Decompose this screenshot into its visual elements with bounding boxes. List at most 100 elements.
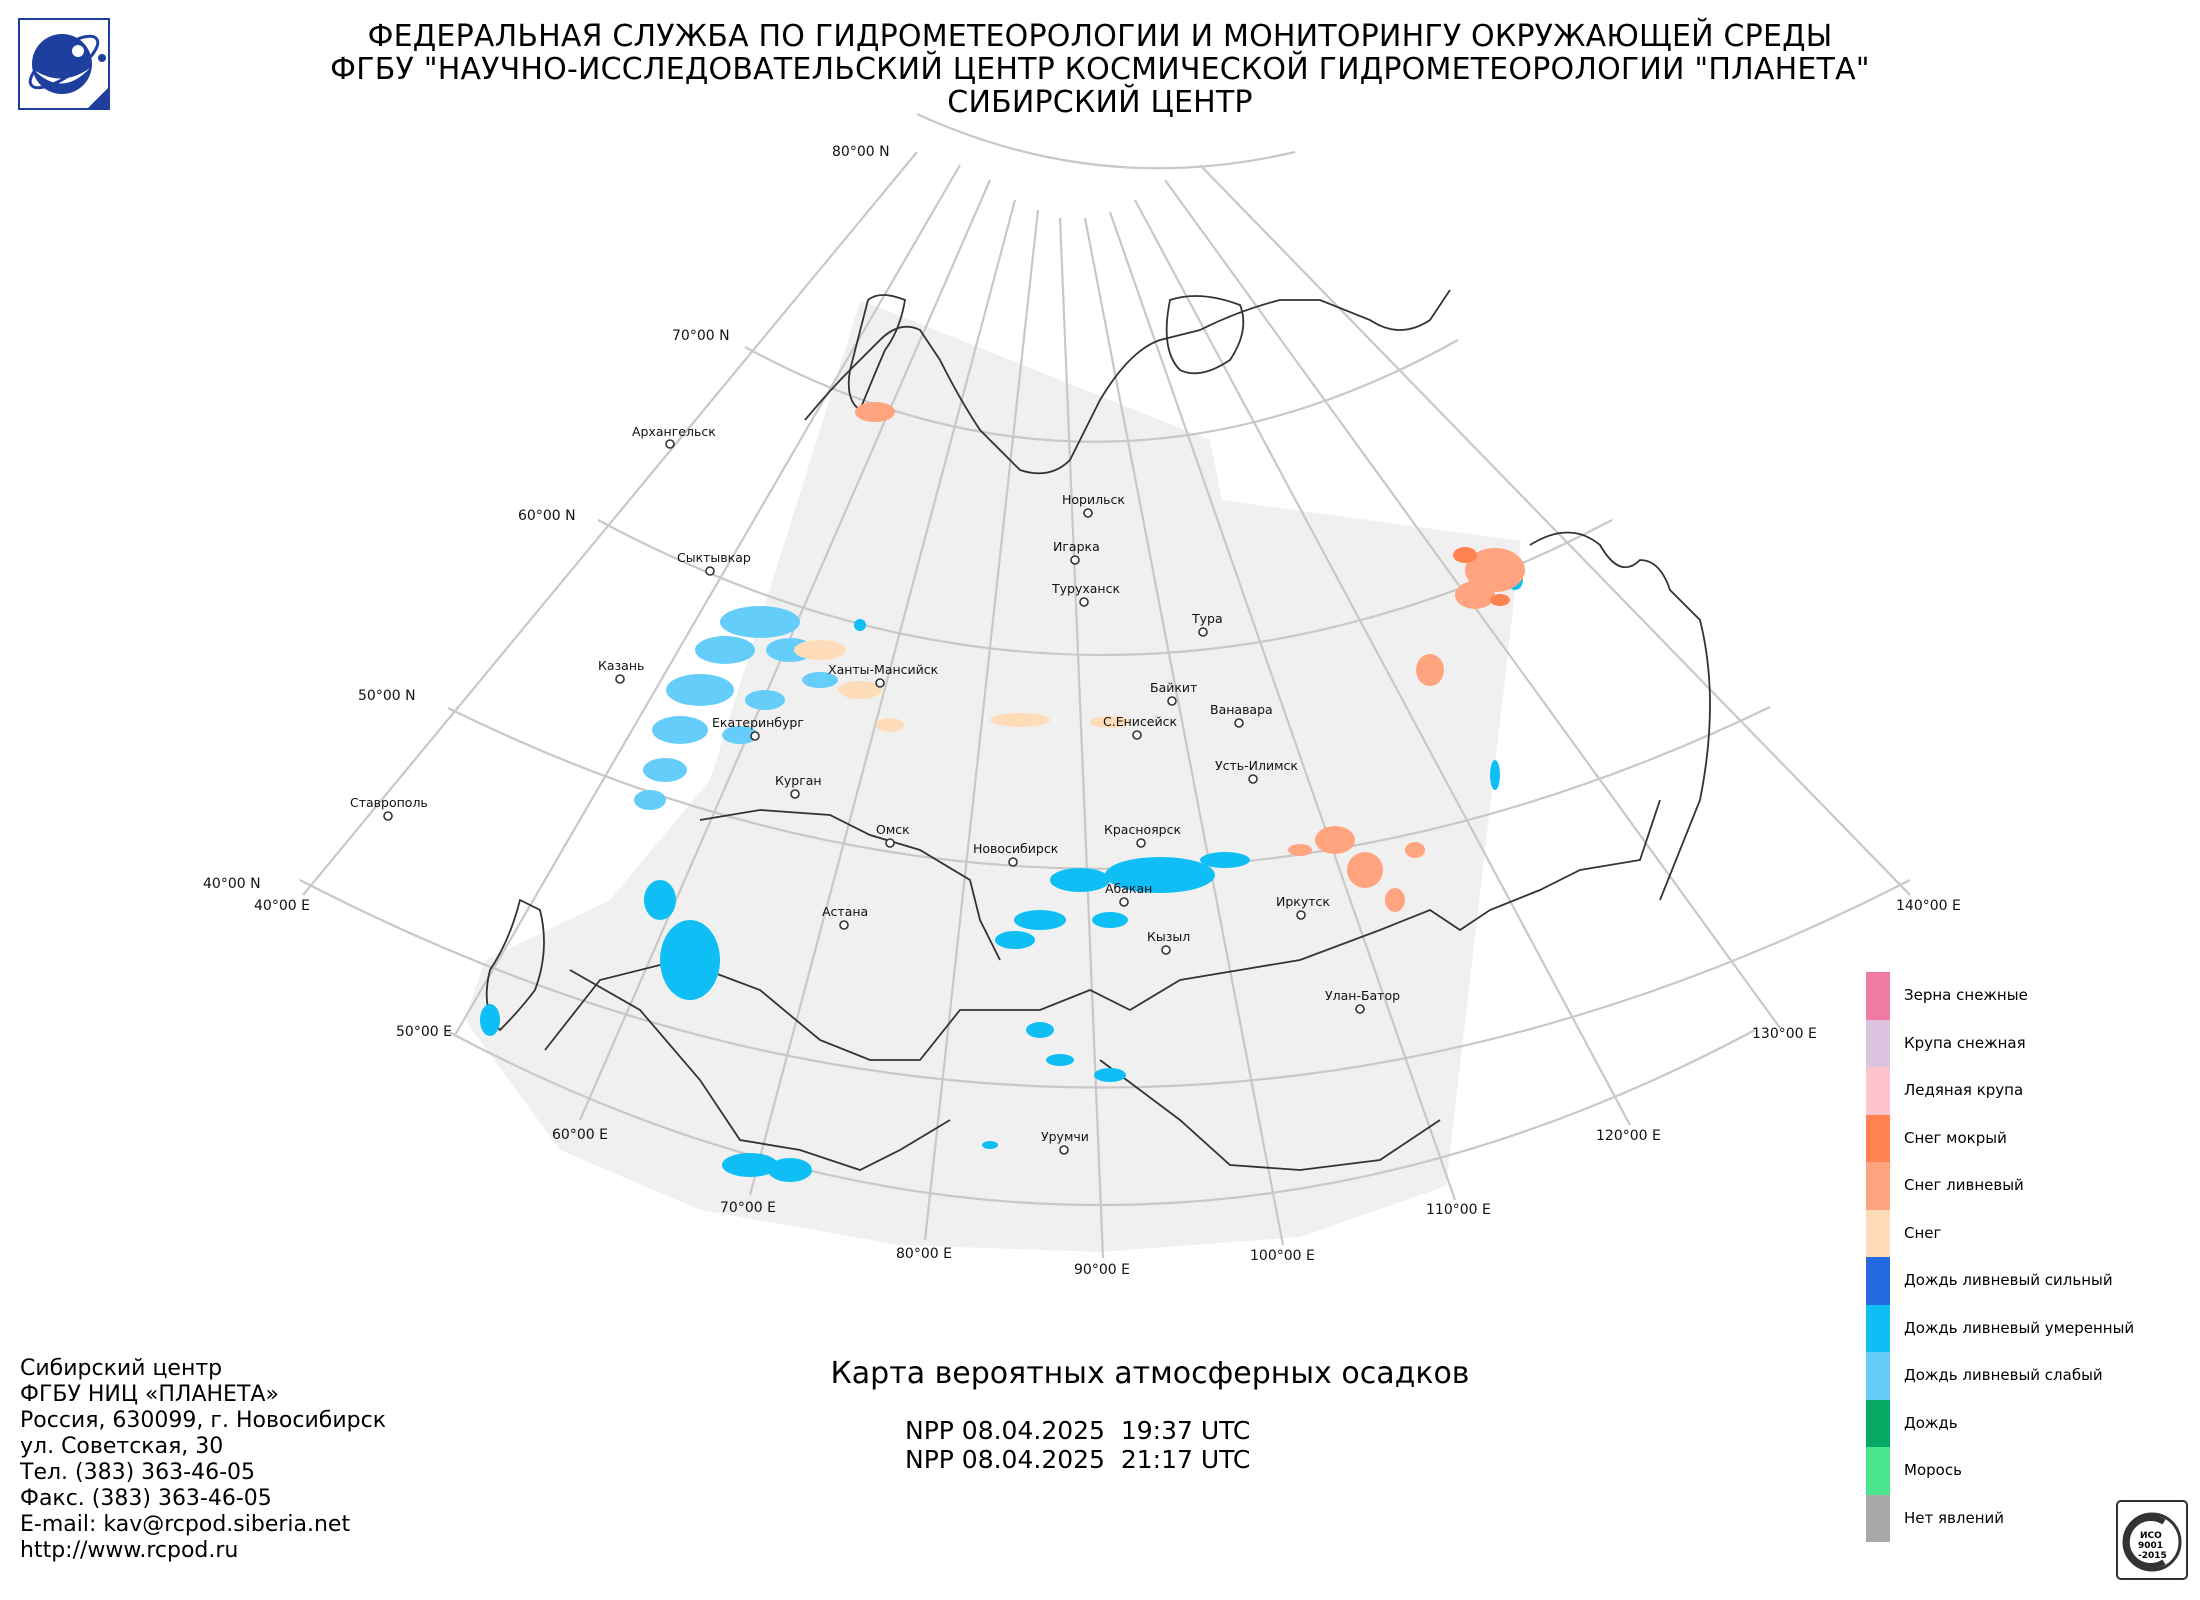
- city-label: Новосибирск: [973, 841, 1059, 856]
- precip-snow-wet: [1453, 547, 1510, 606]
- lat-label-80: 80°00 N: [832, 144, 890, 160]
- city-label: Усть-Илимск: [1215, 758, 1298, 773]
- city-label: Сыктывкар: [677, 550, 751, 565]
- header-line-3: СИБИРСКИЙ ЦЕНТР: [947, 85, 1253, 120]
- lat-label-70: 70°00 N: [672, 328, 730, 344]
- lon-label-80: 80°00 E: [896, 1246, 952, 1262]
- contact-line: Сибирский центр: [20, 1356, 223, 1381]
- lon-label-110: 110°00 E: [1426, 1202, 1491, 1218]
- contact-line: Факс. (383) 363-46-05: [20, 1486, 272, 1511]
- lon-label-100: 100°00 E: [1250, 1248, 1315, 1264]
- legend-swatch: [1866, 1304, 1890, 1352]
- legend-label: Дождь: [1904, 1413, 1958, 1432]
- legend-label: Зерна снежные: [1904, 986, 2028, 1005]
- precip-snow-shower: [855, 402, 1525, 912]
- city-label: Абакан: [1105, 881, 1152, 896]
- city-label: Тура: [1191, 611, 1223, 626]
- city-markers: [383, 439, 1365, 1155]
- city-label: Норильск: [1062, 492, 1125, 507]
- meridian-50: [454, 164, 961, 1036]
- legend-item: Нет явлений: [1866, 1494, 2186, 1542]
- legend-item: Зерна снежные: [1866, 972, 2186, 1020]
- lon-label-50: 50°00 E: [396, 1024, 452, 1040]
- city-label: Казань: [598, 658, 644, 673]
- legend-swatch: [1866, 1352, 1890, 1400]
- lon-label-140: 140°00 E: [1896, 898, 1961, 914]
- parallel-80: [916, 113, 1296, 170]
- city-label: С.Енисейск: [1103, 714, 1177, 729]
- lon-label-70: 70°00 E: [720, 1200, 776, 1216]
- legend-item: Снег мокрый: [1866, 1114, 2186, 1162]
- parallel-50: [447, 706, 1771, 870]
- arctic-coastline: [804, 289, 1451, 475]
- lat-label-60: 60°00 N: [518, 508, 576, 524]
- meridian-120: [1134, 199, 1631, 1126]
- iso-certification-icon: ИСО 9001 -2015: [2116, 1500, 2188, 1580]
- agency-header: ФЕДЕРАЛЬНАЯ СЛУЖБА ПО ГИДРОМЕТЕОРОЛОГИИ …: [150, 20, 2050, 119]
- pass-line: NPP 08.04.2025 21:17 UTC: [905, 1445, 1251, 1474]
- iso-text: -2015: [2138, 1551, 2167, 1561]
- city-label: Курган: [775, 773, 822, 788]
- contact-line: ул. Советская, 30: [20, 1434, 224, 1459]
- iso-text: ИСО: [2140, 1531, 2162, 1541]
- meridian-100: [1083, 217, 1285, 1246]
- legend-swatch: [1866, 1209, 1890, 1257]
- iso-text: 9001: [2138, 1541, 2163, 1551]
- header-line-1: ФЕДЕРАЛЬНАЯ СЛУЖБА ПО ГИДРОМЕТЕОРОЛОГИИ …: [367, 19, 1833, 54]
- legend-swatch: [1866, 1019, 1890, 1067]
- parallel-70: [744, 339, 1459, 443]
- legend-swatch: [1866, 972, 1890, 1020]
- pass-line: NPP 08.04.2025 19:37 UTC: [905, 1416, 1251, 1445]
- precip-rain-shower-moderate: [480, 570, 1523, 1182]
- city-label: Улан-Батор: [1325, 988, 1400, 1003]
- legend-label: Дождь ливневый умеренный: [1904, 1318, 2135, 1337]
- china-border: [544, 799, 1661, 1061]
- satellite-passes: NPP 08.04.2025 19:37 UTC NPP 08.04.2025 …: [905, 1416, 1250, 1474]
- contact-info: Сибирский центр ФГБУ НИЦ «ПЛАНЕТА» Росси…: [20, 1356, 386, 1564]
- city-label: Архангельск: [632, 424, 716, 439]
- city-label: Урумчи: [1041, 1129, 1089, 1144]
- city-label: Ханты-Мансийск: [828, 662, 939, 677]
- meridian-80: [923, 209, 1040, 1241]
- contact-line: ФГБУ НИЦ «ПЛАНЕТА»: [20, 1382, 279, 1407]
- city-label: Байкит: [1150, 680, 1197, 695]
- contact-line: Тел. (383) 363-46-05: [20, 1460, 256, 1485]
- contact-line: Россия, 630099, г. Новосибирск: [20, 1408, 386, 1433]
- legend-item: Крупа снежная: [1866, 1019, 2186, 1067]
- legend-label: Снег мокрый: [1904, 1128, 2007, 1147]
- caspian-coast: [485, 898, 545, 1032]
- planeta-logo-icon: [18, 18, 110, 110]
- mongolia-border: [1099, 1059, 1441, 1171]
- contact-website[interactable]: http://www.rcpod.ru: [20, 1538, 239, 1563]
- parallel-40: [299, 879, 1911, 1089]
- central-asia-border: [569, 969, 951, 1171]
- map-title: Карта вероятных атмосферных осадков: [830, 1356, 1470, 1391]
- novaya-zemlya-coast: [847, 294, 907, 412]
- header-line-2: ФГБУ "НАУЧНО-ИССЛЕДОВАТЕЛЬСКИЙ ЦЕНТР КОС…: [330, 52, 1870, 87]
- contact-email[interactable]: E-mail: kav@rcpod.siberia.net: [20, 1512, 351, 1537]
- legend-item: Снег: [1866, 1209, 2186, 1257]
- legend-item: Дождь ливневый слабый: [1866, 1352, 2186, 1400]
- legend-label: Дождь ливневый сильный: [1904, 1271, 2113, 1290]
- lon-label-60: 60°00 E: [552, 1127, 608, 1143]
- city-label: Астана: [822, 904, 868, 919]
- city-label: Екатеринбург: [712, 715, 804, 730]
- legend-swatch: [1866, 1447, 1890, 1495]
- city-label: Красноярск: [1104, 822, 1181, 837]
- meridian-40: [302, 151, 918, 896]
- city-label: Ванавара: [1210, 702, 1273, 717]
- precip-rain-shower-weak: [634, 606, 838, 810]
- lon-label-40: 40°00 E: [254, 898, 310, 914]
- legend-item: Дождь ливневый сильный: [1866, 1257, 2186, 1305]
- kazakhstan-border: [699, 809, 1001, 961]
- legend-swatch: [1866, 1114, 1890, 1162]
- meridian-140: [1199, 164, 1911, 896]
- legend-label: Крупа снежная: [1904, 1033, 2026, 1052]
- legend-label: Снег ливневый: [1904, 1176, 2024, 1195]
- precip-snow: [794, 640, 1130, 732]
- legend-swatch: [1866, 1257, 1890, 1305]
- legend-swatch: [1866, 1399, 1890, 1447]
- city-label: Кызыл: [1147, 929, 1190, 944]
- city-label: Иркутск: [1276, 894, 1330, 909]
